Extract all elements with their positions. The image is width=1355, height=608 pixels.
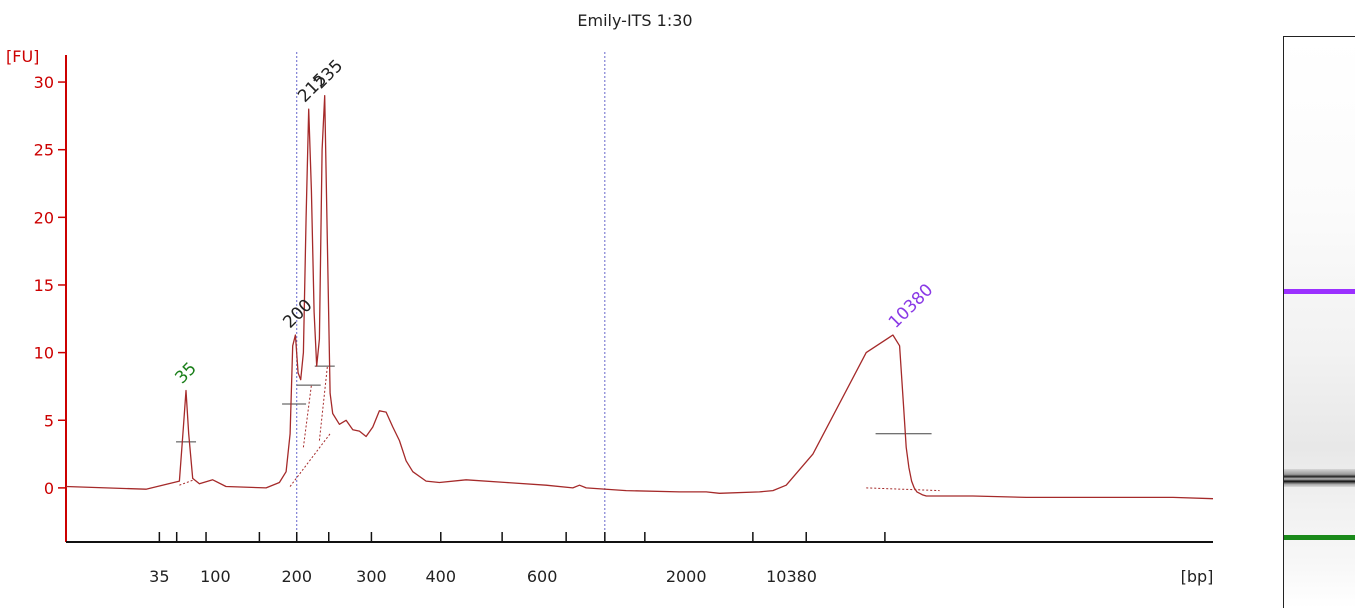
y-tick-label: 25 <box>34 141 54 160</box>
baseline-segment <box>866 487 940 492</box>
axes <box>65 55 1213 543</box>
x-tick-label: 300 <box>356 567 387 586</box>
gel-upper-marker-band <box>1284 289 1355 294</box>
gel-background <box>1284 37 1355 608</box>
x-tick-label: 100 <box>200 567 231 586</box>
series-trace <box>65 94 1214 500</box>
x-axis-label: [bp] <box>1181 567 1214 586</box>
series-line <box>65 94 1214 500</box>
peak-label: 10380 <box>885 280 937 332</box>
baseline-segment <box>179 479 195 486</box>
peak-label: 35 <box>171 359 200 388</box>
x-tick-label: 35 <box>149 567 169 586</box>
peak-label: 200 <box>279 295 316 332</box>
y-tick-label: 10 <box>34 344 54 363</box>
y-tick-label: 20 <box>34 208 54 227</box>
y-axis-label: [FU] <box>6 47 39 66</box>
gel-sample-bands <box>1284 469 1355 487</box>
x-ticks: 35 100 200 300 400 600 2000 10380 <box>149 532 886 586</box>
x-tick-label: 400 <box>426 567 457 586</box>
x-tick-label: 200 <box>281 567 312 586</box>
x-tick-label: 600 <box>527 567 558 586</box>
y-tick-label: 5 <box>44 411 54 430</box>
guide-lines <box>296 52 606 542</box>
baseline-segment <box>302 385 312 448</box>
gel-image <box>1283 36 1355 608</box>
baseline-segment <box>318 366 328 441</box>
gel-lower-marker-band <box>1284 535 1355 540</box>
y-tick-label: 30 <box>34 73 54 92</box>
electropherogram-chart: Emily-ITS 1:30 [FU] [bp] 0 5 10 15 20 25 30 35… <box>6 11 1214 586</box>
chart-title: Emily-ITS 1:30 <box>577 11 692 30</box>
y-ticks: 0 5 10 15 20 25 30 <box>34 73 66 498</box>
baseline-segment <box>289 433 331 487</box>
y-tick-label: 0 <box>44 479 54 498</box>
baseline-segments <box>176 365 940 492</box>
y-tick-label: 15 <box>34 276 54 295</box>
x-tick-label: 10380 <box>766 567 817 586</box>
x-tick-label: 2000 <box>666 567 707 586</box>
